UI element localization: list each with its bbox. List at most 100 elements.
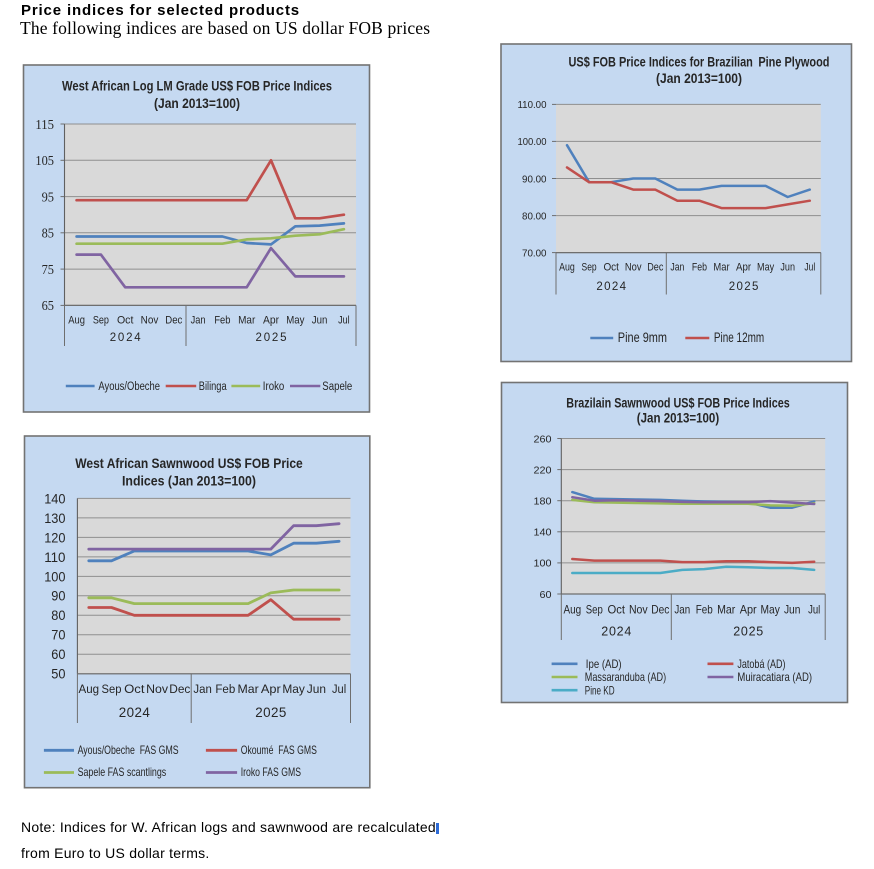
svg-text:75: 75 [42,262,55,277]
svg-text:(Jan 2013=100): (Jan 2013=100) [637,411,719,426]
svg-text:Dec: Dec [165,314,183,326]
svg-text:Jatobá (AD): Jatobá (AD) [737,657,785,671]
svg-text:Aug: Aug [559,261,575,273]
svg-text:60: 60 [51,647,65,662]
svg-text:Jun: Jun [780,261,795,273]
svg-text:Jan: Jan [674,603,690,617]
svg-text:110: 110 [44,550,65,565]
svg-text:70: 70 [51,628,65,643]
svg-text:Sep: Sep [586,603,603,617]
svg-text:May: May [282,682,305,696]
svg-text:West African Sawnwood US$ FOB: West African Sawnwood US$ FOB Price [75,455,303,471]
svg-text:Feb: Feb [696,603,713,617]
svg-text:Apr: Apr [261,682,281,696]
svg-text:Sapele: Sapele [322,381,352,393]
svg-text:Apr: Apr [263,314,279,326]
svg-text:Pine 12mm: Pine 12mm [714,329,764,345]
svg-text:Bilinga: Bilinga [199,381,227,393]
svg-text:Jun: Jun [307,682,326,696]
svg-text:110.00: 110.00 [518,99,547,111]
svg-text:Dec: Dec [651,603,669,617]
svg-text:Sapele FAS scantlings: Sapele FAS scantlings [78,765,167,779]
svg-text:50: 50 [51,667,65,682]
svg-text:100.00: 100.00 [518,136,547,148]
svg-text:Feb: Feb [215,682,235,696]
svg-text:Okoumé FAS GMS: Okoumé FAS GMS [241,743,317,757]
svg-text:Brazilain Sawnwood US$ FOB Pri: Brazilain Sawnwood US$ FOB Price Indices [566,396,789,411]
svg-text:Mar: Mar [713,261,729,273]
svg-text:Jul: Jul [808,603,820,617]
svg-text:Mar: Mar [238,682,259,696]
svg-text:80: 80 [51,608,65,623]
svg-text:60: 60 [540,589,552,601]
svg-text:105: 105 [35,153,54,168]
svg-text:Aug: Aug [79,682,100,696]
svg-text:Iroko FAS GMS: Iroko FAS GMS [241,765,301,779]
svg-text:Nov: Nov [625,261,642,273]
svg-text:70.00: 70.00 [522,247,547,259]
svg-text:West African Log LM Grade US$: West African Log LM Grade US$ FOB Price … [62,79,332,94]
svg-text:(Jan 2013=100): (Jan 2013=100) [656,71,742,86]
svg-text:2024: 2024 [119,705,151,720]
svg-text:Oct: Oct [608,603,626,617]
svg-text:Oct: Oct [124,682,145,696]
svg-text:Sep: Sep [582,261,597,273]
svg-text:Indices (Jan 2013=100): Indices (Jan 2013=100) [122,472,256,488]
svg-text:Mar: Mar [717,603,735,617]
svg-text:220: 220 [534,464,552,476]
svg-text:260: 260 [534,433,552,445]
svg-text:2024: 2024 [596,281,626,293]
svg-text:Oct: Oct [117,314,134,326]
svg-text:130: 130 [44,511,65,526]
svg-text:Mar: Mar [238,314,255,326]
svg-text:Aug: Aug [563,603,581,617]
svg-text:2025: 2025 [729,281,759,293]
svg-text:Pine 9mm: Pine 9mm [618,329,667,345]
svg-text:65: 65 [42,298,55,313]
svg-text:Jul: Jul [332,682,346,696]
svg-text:Ayous/Obeche FAS GMS: Ayous/Obeche FAS GMS [78,743,179,757]
svg-text:Oct: Oct [603,261,619,273]
svg-text:100: 100 [534,558,552,570]
svg-text:2024: 2024 [110,332,142,344]
svg-text:Nov: Nov [629,603,648,617]
svg-text:80.00: 80.00 [522,210,547,222]
svg-text:2025: 2025 [733,625,763,639]
svg-text:120: 120 [44,530,65,545]
svg-text:Sep: Sep [102,682,122,696]
svg-text:2025: 2025 [256,332,287,344]
svg-text:Jun: Jun [312,314,328,326]
svg-text:Ipe (AD): Ipe (AD) [586,657,622,671]
svg-text:May: May [761,603,780,617]
svg-text:100: 100 [44,569,65,584]
svg-text:Massaranduba (AD): Massaranduba (AD) [585,670,666,684]
svg-text:85: 85 [42,226,55,241]
svg-text:115: 115 [35,117,54,132]
svg-text:Jan: Jan [670,261,684,273]
svg-text:140: 140 [44,491,65,506]
svg-text:Muiracatiara (AD): Muiracatiara (AD) [737,670,812,684]
svg-text:180: 180 [534,496,552,508]
svg-text:90.00: 90.00 [522,173,547,185]
svg-text:Dec: Dec [647,261,664,273]
svg-text:(Jan 2013=100): (Jan 2013=100) [154,96,240,111]
svg-text:Aug: Aug [68,314,85,326]
svg-text:2024: 2024 [601,625,631,639]
svg-text:Nov: Nov [146,682,169,696]
svg-text:US$ FOB Price Indices for Braz: US$ FOB Price Indices for Brazilian Pine… [569,55,830,70]
svg-text:May: May [757,261,775,273]
svg-text:Sep: Sep [93,314,109,326]
svg-text:2025: 2025 [255,705,286,720]
svg-text:May: May [286,314,305,326]
svg-text:Nov: Nov [141,314,159,326]
svg-text:Feb: Feb [214,314,230,326]
svg-text:90: 90 [51,589,65,604]
svg-text:Jun: Jun [784,603,801,617]
svg-text:95: 95 [42,189,55,204]
svg-text:Apr: Apr [736,261,751,273]
svg-text:140: 140 [534,527,552,539]
svg-text:Jul: Jul [804,261,815,273]
svg-text:Pine KD: Pine KD [585,683,615,697]
svg-text:Jan: Jan [191,314,206,326]
svg-text:Iroko: Iroko [263,381,285,393]
